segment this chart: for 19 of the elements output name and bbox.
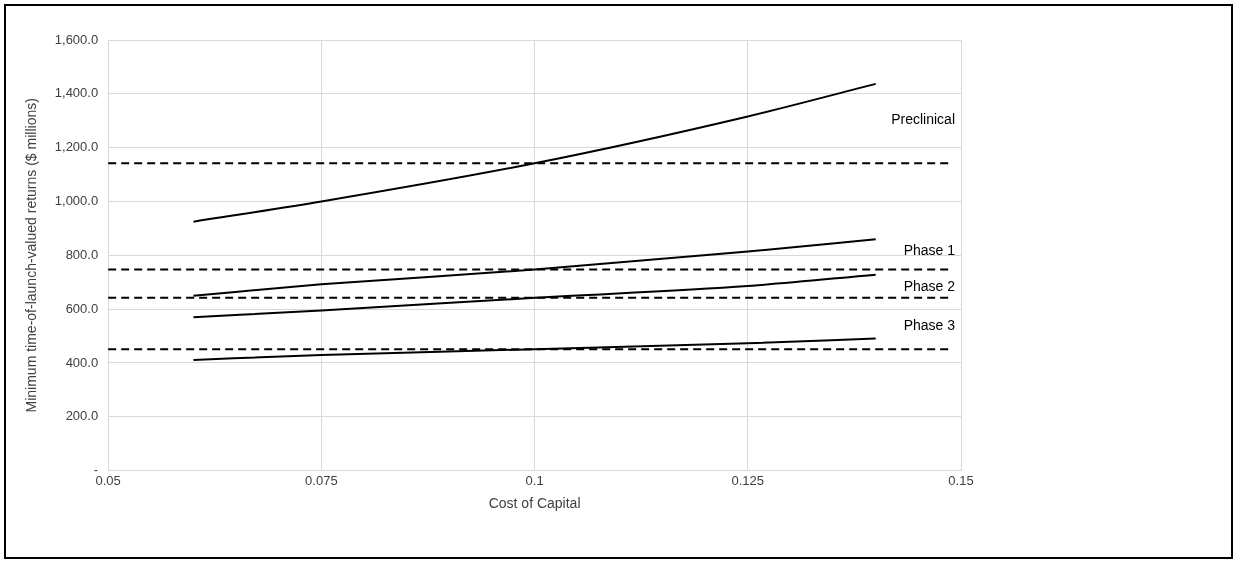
text: Phase 2 (903, 277, 956, 294)
y-axis-title: Minimum time-of-launch-valued returns ($ millions) (23, 98, 40, 413)
y-tick-label: 400.0 (65, 354, 99, 370)
x-tick-label: 0.1 (525, 472, 544, 488)
x-tick-label: 0.075 (305, 472, 338, 488)
text: Preclinical (891, 110, 955, 127)
x-tick-label: 0.15 (948, 472, 974, 488)
text: Phase 3 (903, 317, 956, 334)
x-tick-label: 0.05 (95, 472, 121, 488)
y-tick-label: 1,000.0 (54, 193, 99, 209)
x-tick-label: 0.125 (731, 472, 765, 488)
text: Phase 1 (903, 242, 956, 259)
y-tick-label: 1,200.0 (54, 139, 99, 155)
y-tick-label: 200.0 (65, 408, 99, 424)
y-tick-label: 800.0 (65, 246, 99, 262)
y-tick-label: 1,600.0 (54, 31, 99, 47)
y-tick-label: 600.0 (65, 300, 99, 316)
y-tick-label: 1,400.0 (54, 85, 99, 101)
x-axis-title: Cost of Capital (488, 495, 581, 512)
